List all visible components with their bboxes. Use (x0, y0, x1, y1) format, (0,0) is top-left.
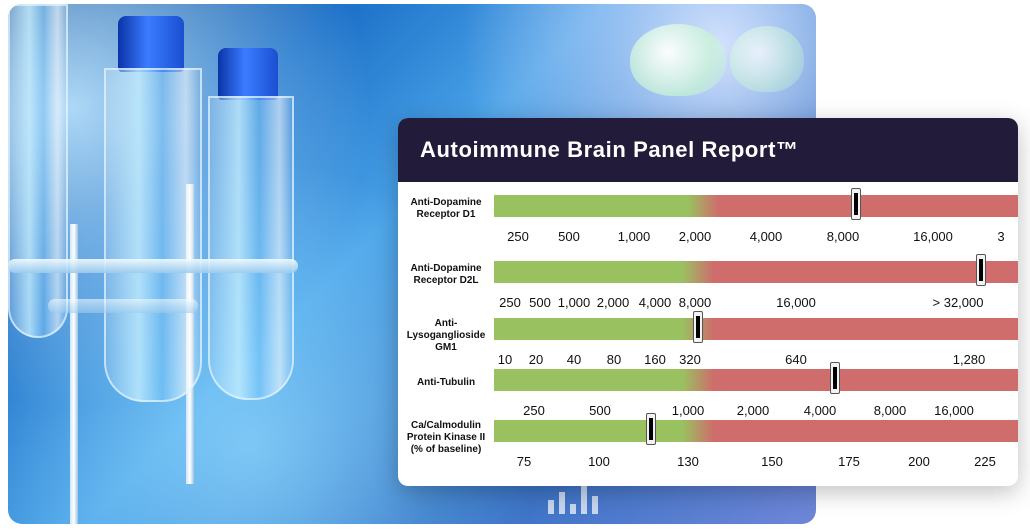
scale-tick-label: 250 (523, 403, 545, 418)
scale-tick-label: 75 (516, 454, 532, 469)
scale-tick-label: 16,000 (913, 229, 953, 244)
result-marker (693, 311, 704, 343)
test-label: Anti-Dopamine Receptor D2L (402, 263, 490, 287)
scale-tick-label: 100 (588, 454, 610, 469)
test-label-line: Protein Kinase II (406, 432, 486, 443)
scale-tick-label: 640 (785, 352, 807, 367)
scale-tick-label: 1,280 (952, 352, 986, 367)
test-label: Ca/Calmodulin Protein Kinase II (% of base… (402, 420, 490, 456)
range-bar (494, 413, 1018, 445)
brain-illustration (630, 24, 726, 96)
test-label-line: Receptor D2L (413, 275, 479, 286)
scale-tick-label: 8,000 (678, 295, 712, 310)
scale-tick-label: 40 (566, 352, 582, 367)
scale-tick-label: 250 (507, 229, 529, 244)
range-bar (494, 188, 1018, 220)
scale-tick-label: 4,000 (638, 295, 672, 310)
rack-rod (70, 224, 78, 524)
test-label-line: Anti-Dopamine (410, 197, 482, 208)
scale-tick-label: 8,000 (826, 229, 860, 244)
scale-tick-label: 160 (644, 352, 666, 367)
test-tube (8, 4, 68, 338)
test-label-line: Anti- (434, 318, 458, 329)
scale-tick-label: 8,000 (873, 403, 907, 418)
result-marker (829, 362, 840, 394)
rack-bar (48, 299, 198, 313)
test-label-line: Lysoganglioside (406, 330, 486, 341)
scale-tick-label: 1,000 (671, 403, 705, 418)
test-label-line: Anti-Dopamine (410, 263, 482, 274)
scale-tick-label: 4,000 (803, 403, 837, 418)
scale-tick-label: 80 (606, 352, 622, 367)
scale-tick-label: 200 (908, 454, 930, 469)
brain-illustration (730, 26, 804, 92)
scale-tick-label: 20 (528, 352, 544, 367)
report-title: Autoimmune Brain Panel Report™ (420, 137, 799, 162)
scale-tick-label: 2,000 (736, 403, 770, 418)
test-tube-cap (218, 48, 278, 100)
scale-tick-label: 225 (974, 454, 996, 469)
decorative-bars (548, 486, 598, 514)
result-marker (646, 413, 657, 445)
test-label: Anti-Dopamine Receptor D1 (402, 197, 490, 221)
test-tube (104, 68, 202, 402)
test-label-line: Anti-Tubulin (416, 377, 476, 388)
test-tube-cap (118, 16, 184, 72)
test-label-line: GM1 (435, 342, 457, 353)
test-tube (208, 96, 294, 400)
scale-tick-label: 320 (679, 352, 701, 367)
result-marker (976, 254, 987, 286)
report-header: Autoimmune Brain Panel Report™ (398, 118, 1018, 182)
scale-tick-label: 500 (529, 295, 551, 310)
scale-tick-label: 1,000 (617, 229, 651, 244)
scale-tick-label: 150 (761, 454, 783, 469)
scale-tick-label: > 32,000 (932, 295, 984, 310)
scale-tick-label: 2,000 (678, 229, 712, 244)
result-marker (850, 188, 861, 220)
scale-tick-label: 4,000 (749, 229, 783, 244)
scale-tick-label: 175 (838, 454, 860, 469)
scale-tick-label: 2,000 (596, 295, 630, 310)
scale-tick-label: 3 (997, 229, 1005, 244)
scale-tick-label: 16,000 (776, 295, 816, 310)
test-label: Anti-Tubulin (402, 377, 490, 389)
scale-tick-label: 16,000 (934, 403, 974, 418)
scale-tick-label: 500 (589, 403, 611, 418)
range-bar (494, 311, 1018, 343)
test-label-line: Receptor D1 (416, 209, 476, 220)
test-label-line: Ca/Calmodulin (410, 420, 481, 431)
range-bar (494, 254, 1018, 286)
scale-tick-label: 130 (677, 454, 699, 469)
test-label-line: (% of baseline) (410, 444, 482, 455)
report-card: Autoimmune Brain Panel Report™ Anti-Dopa… (398, 118, 1018, 486)
test-label: Anti- Lysoganglioside GM1 (402, 318, 490, 354)
range-bar (494, 362, 1018, 394)
rack-bar (8, 259, 298, 273)
scale-tick-label: 500 (558, 229, 580, 244)
scale-tick-label: 1,000 (557, 295, 591, 310)
scale-tick-label: 10 (497, 352, 513, 367)
scale-tick-label: 250 (499, 295, 521, 310)
